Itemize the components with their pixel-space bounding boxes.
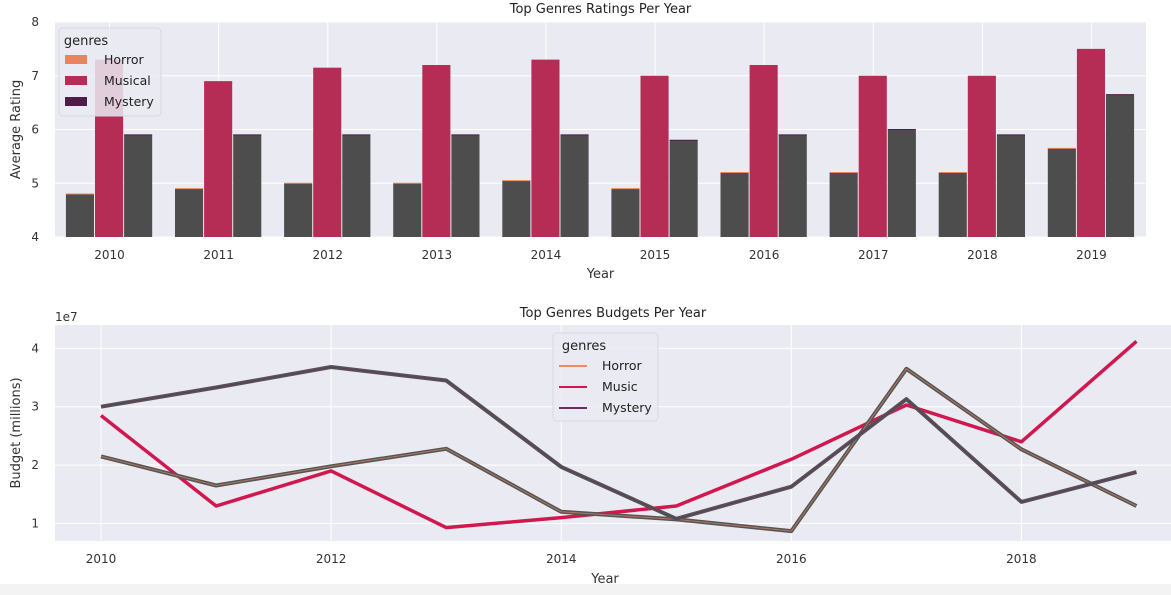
bar-mystery-2010 [124, 134, 153, 237]
bar-mystery-2011 [233, 134, 262, 237]
line-trace-horror [100, 368, 1137, 532]
line-music [99, 339, 1138, 530]
ratings-legend-swatch-musical [65, 76, 87, 85]
budgets-legend-label-music: Music [602, 379, 638, 394]
ratings-xtick-label: 2014 [531, 248, 562, 262]
budgets-legend-title: genres [562, 339, 607, 354]
ratings-xlabel: Year [586, 267, 615, 282]
ratings-xtick-label: 2017 [858, 248, 889, 262]
bar-horror-2012 [284, 183, 313, 237]
ratings-legend-box [58, 27, 162, 117]
bar-mystery-2018 [996, 134, 1025, 237]
ratings-legend-label-musical: Musical [104, 73, 151, 88]
bar-horror-2019 [1047, 148, 1076, 237]
bar-musical-2013 [422, 65, 451, 237]
budgets-legend: genres Horror Music Mystery [552, 332, 659, 422]
page-bottom-band [0, 584, 1171, 595]
ratings-legend-swatch-mystery [65, 97, 87, 106]
budgets-xtick-label: 2018 [1006, 552, 1037, 566]
budgets-ytick-label: 1 [31, 516, 39, 530]
ratings-legend-label-horror: Horror [104, 52, 144, 67]
ratings-xtick-label: 2012 [312, 248, 343, 262]
bar-musical-2016 [749, 65, 778, 237]
ratings-xtick-label: 2013 [422, 248, 453, 262]
budgets-offset-text: 1e7 [55, 310, 78, 324]
ratings-xtick-label: 2010 [94, 248, 125, 262]
bar-musical-2014 [531, 59, 560, 237]
bar-musical-2018 [967, 75, 996, 237]
ratings-ytick-label: 6 [31, 123, 39, 137]
ratings-ylabel: Average Rating [9, 80, 24, 179]
bar-horror-2017 [829, 172, 858, 237]
budgets-ytick-label: 3 [31, 400, 39, 414]
bar-mystery-2014 [560, 134, 589, 237]
ratings-chart: 4 5 6 7 8 2010 2011 2012 2013 2014 2015 2016 2017 201… [9, 2, 1146, 282]
bar-horror-2015 [611, 188, 640, 237]
budgets-xtick-label: 2010 [86, 552, 117, 566]
ratings-xtick-label: 2016 [749, 248, 780, 262]
ratings-xtick-label: 2011 [203, 248, 234, 262]
bar-musical-2019 [1076, 48, 1105, 237]
bar-mystery-2012 [342, 134, 371, 237]
budgets-title: Top Genres Budgets Per Year [519, 306, 707, 321]
line-trace-mystery [100, 366, 1137, 520]
budgets-xtick-label: 2016 [776, 552, 807, 566]
bar-musical-2012 [313, 67, 342, 237]
budgets-xlabel: Year [590, 572, 619, 587]
bar-horror-2014 [502, 180, 531, 237]
ratings-ytick-label: 7 [31, 69, 39, 83]
ratings-xtick-label: 2018 [967, 248, 998, 262]
ratings-xtick-label: 2015 [640, 248, 671, 262]
bar-musical-2017 [858, 75, 887, 237]
bar-mystery-2013 [451, 134, 480, 237]
bar-mystery-2016 [778, 134, 807, 237]
budgets-legend-label-horror: Horror [602, 358, 642, 373]
budgets-xtick-label: 2014 [546, 552, 577, 566]
bar-mystery-2019 [1105, 94, 1135, 237]
bar-horror-2011 [175, 188, 204, 237]
bar-mystery-2017 [887, 129, 916, 237]
ratings-title: Top Genres Ratings Per Year [509, 2, 692, 17]
budgets-ytick-label: 4 [31, 341, 39, 355]
budgets-chart: 1 2 3 4 2010 2012 2014 2016 2018 Top Genres Budge… [9, 306, 1171, 587]
budgets-ylabel: Budget (millions) [9, 377, 24, 488]
budgets-xtick-label: 2012 [316, 552, 347, 566]
bar-horror-2018 [938, 172, 967, 237]
budgets-legend-label-mystery: Mystery [602, 400, 652, 415]
ratings-legend-title: genres [64, 34, 109, 49]
ratings-legend-label-mystery: Mystery [104, 94, 154, 109]
ratings-ytick-label: 4 [31, 230, 39, 244]
bar-musical-2015 [640, 75, 669, 237]
ratings-ytick-label: 8 [31, 15, 39, 29]
bar-horror-2010 [65, 194, 95, 237]
budgets-legend-box [552, 332, 659, 422]
bar-mystery-2015 [669, 140, 698, 237]
bar-musical-2011 [204, 81, 233, 237]
bar-horror-2013 [393, 183, 422, 237]
ratings-ytick-label: 5 [31, 176, 39, 190]
ratings-legend: genres Horror Musical Mystery [58, 27, 162, 117]
bar-horror-2016 [720, 172, 749, 237]
ratings-legend-swatch-horror [65, 55, 87, 64]
ratings-xtick-label: 2019 [1076, 248, 1107, 262]
budgets-ytick-label: 2 [31, 458, 39, 472]
